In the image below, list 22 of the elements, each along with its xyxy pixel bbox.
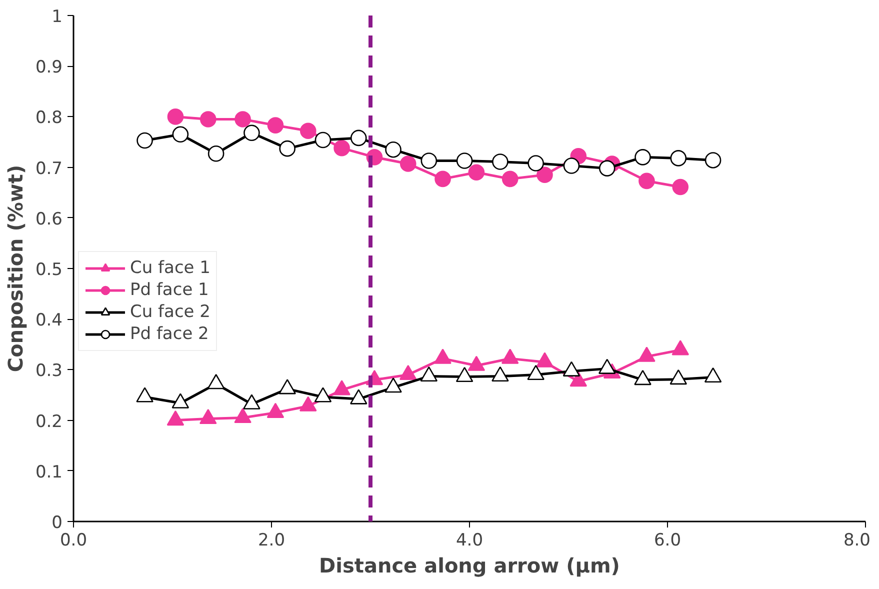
y-tick-label: 0.7 (35, 158, 63, 179)
y-tick-label: 0.9 (35, 58, 63, 78)
y-tick-label: 0.1 (35, 462, 63, 482)
y-tick-label: 0.4 (35, 310, 63, 331)
x-tick-label: 4.0 (456, 530, 484, 550)
legend-label: Cu face 2 (130, 302, 210, 322)
x-tick-label: 2.0 (258, 530, 286, 550)
y-tick-label: 0.3 (35, 361, 63, 382)
y-axis-title: Conposition (%wt) (3, 164, 28, 372)
y-tick-label: 0.8 (35, 108, 63, 128)
y-tick-label: 1 (52, 7, 63, 27)
x-tick-label: 8.0 (843, 530, 871, 550)
x-axis-title: Distance along arrow (μm) (319, 554, 620, 578)
y-tick-label: 0.6 (35, 209, 63, 230)
legend-label: Cu face 1 (130, 258, 210, 278)
x-tick-label: 0.0 (60, 530, 88, 550)
y-tick-label: 0.5 (35, 260, 63, 280)
y-tick-label: 0 (52, 513, 63, 533)
y-tick-label: 0.2 (35, 412, 63, 432)
legend-label: Pd face 2 (130, 324, 209, 344)
x-tick-label: 6.0 (654, 530, 682, 550)
legend-label: Pd face 1 (130, 280, 209, 300)
